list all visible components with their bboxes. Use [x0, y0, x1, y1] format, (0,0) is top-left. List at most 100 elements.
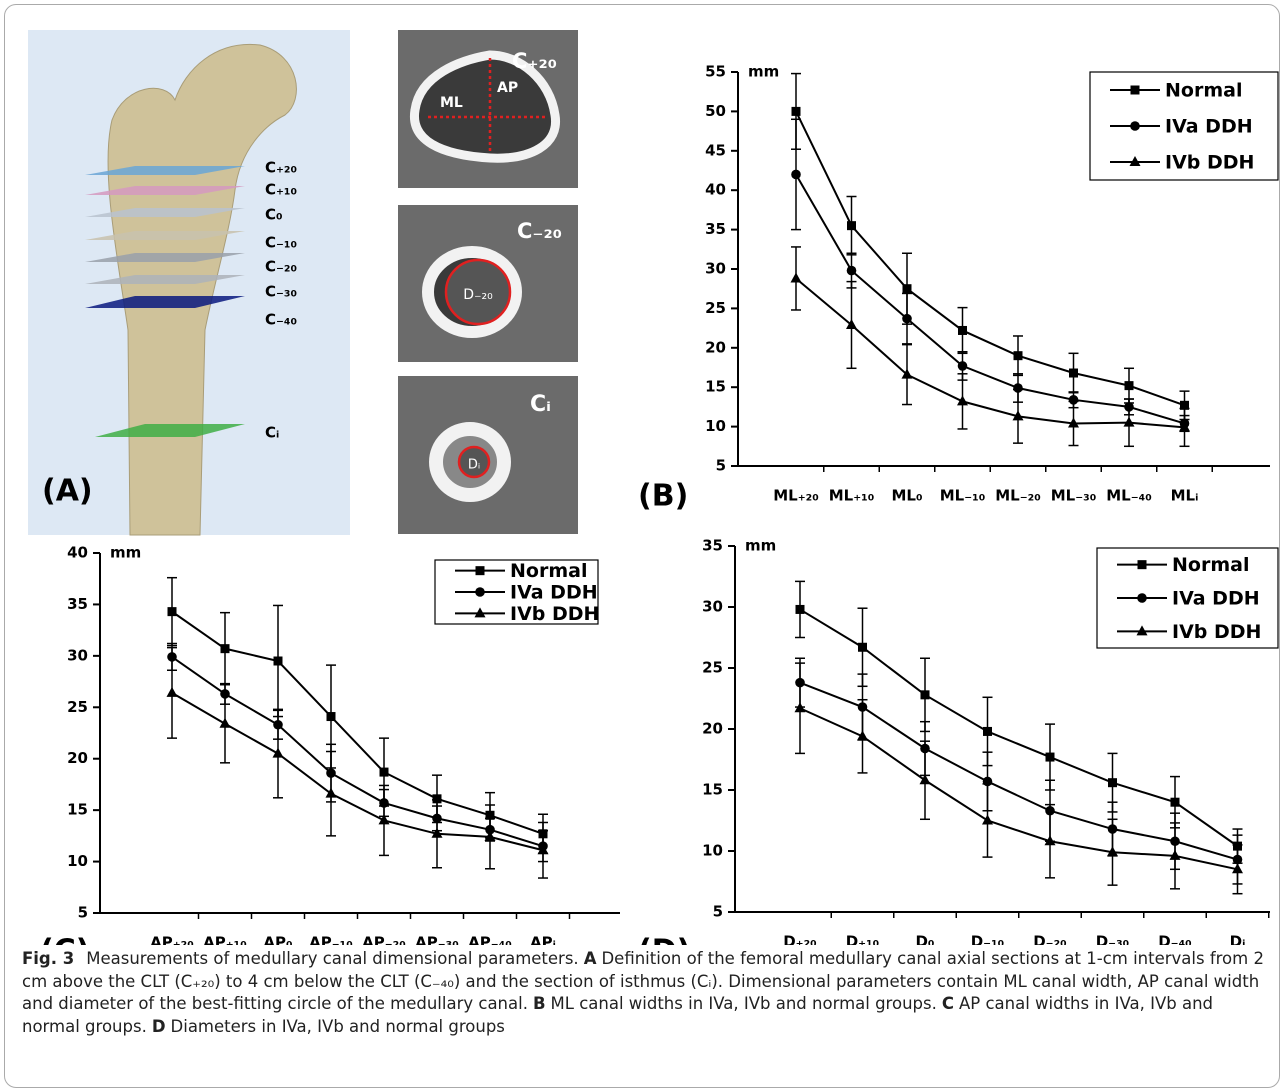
x-tick-label: ML₋₃₀: [1051, 487, 1097, 505]
ct-bone: [410, 50, 561, 163]
marker: [791, 106, 801, 116]
y-tick-label: 25: [705, 299, 726, 317]
legend-label: IVa DDH: [1165, 116, 1253, 138]
marker: [1170, 797, 1180, 807]
y-tick-label: 25: [67, 698, 88, 716]
figure: C₊₂₀ C₊₁₀ C₀ C₋₁₀ C₋₂₀ C₋₃₀ C₋₄₀ Cᵢ (A) ML AP C…: [28, 30, 1279, 946]
legend-label: IVa DDH: [510, 582, 598, 604]
marker: [1108, 778, 1117, 788]
y-tick-label: 30: [702, 598, 723, 616]
x-tick-label: AP₋₂₀: [362, 934, 406, 946]
marker: [431, 827, 443, 838]
marker: [957, 395, 968, 406]
caption-text: C: [941, 994, 954, 1013]
series: [794, 662, 1243, 895]
x-tick-label: D₊₁₀: [846, 933, 880, 946]
ct-section: Cᵢ: [530, 392, 551, 417]
series-line: [795, 173, 1185, 425]
y-tick-label: 25: [702, 659, 723, 677]
y-tick-label: 55: [705, 63, 726, 81]
y-tick-label: 35: [702, 537, 723, 555]
x-tick-label: Dᵢ: [1230, 933, 1246, 946]
x-tick-label: AP₋₁₀: [309, 934, 353, 946]
marker: [1045, 752, 1055, 762]
y-tick-label: 50: [705, 102, 726, 120]
y-tick-label: 5: [713, 903, 723, 921]
figure-frame: [4, 4, 1280, 1088]
marker: [902, 284, 912, 294]
x-tick-label: ML₋₂₀: [995, 487, 1041, 505]
y-tick-label: 10: [705, 417, 726, 435]
marker: [901, 368, 913, 379]
legend-label: IVb DDH: [1172, 621, 1261, 643]
marker: [919, 774, 931, 785]
caption-text: ML canal widths in IVa, IVb and normal g…: [550, 994, 937, 1013]
panel-label: (B): [638, 479, 688, 514]
marker: [1130, 121, 1140, 131]
plane-label: C₋₃₀: [265, 283, 297, 301]
ct-label: ML: [440, 95, 463, 111]
plane-label: C₋₂₀: [265, 258, 297, 276]
series: [795, 580, 1243, 864]
plane-label: C₊₂₀: [265, 159, 297, 177]
ct-label: AP: [497, 80, 518, 96]
marker: [1012, 410, 1024, 421]
marker: [1179, 421, 1190, 432]
panel-label: (C): [40, 934, 89, 946]
series: [167, 642, 548, 863]
marker: [326, 712, 336, 722]
legend-label: IVb DDH: [510, 603, 599, 625]
ct-section: C₋₂₀: [517, 219, 562, 243]
caption-text: Diameters in IVa, IVb and normal groups: [170, 1016, 505, 1036]
x-tick-label: D₋₄₀: [1158, 933, 1192, 946]
x-tick-label: ML₀: [891, 487, 922, 505]
marker: [474, 607, 486, 618]
plane-label: C₀: [265, 206, 283, 224]
marker: [847, 221, 856, 231]
plane-label: C₋₁₀: [265, 234, 297, 252]
marker: [1137, 560, 1147, 570]
caption-text: Definition of the femoral medullary cana…: [22, 949, 1264, 1013]
series-line: [795, 110, 1185, 407]
y-tick-label: 15: [702, 781, 723, 799]
series-line: [799, 608, 1239, 847]
marker: [273, 656, 283, 666]
series: [790, 246, 1190, 448]
y-tick-label: 10: [67, 852, 88, 870]
panel-label: (A): [42, 474, 93, 509]
marker: [166, 686, 178, 697]
series-line: [171, 656, 544, 848]
x-tick-label: ML₊₁₀: [829, 487, 875, 505]
marker: [484, 830, 496, 841]
marker: [475, 566, 485, 576]
marker: [272, 747, 284, 758]
marker: [378, 814, 390, 825]
caption: Fig. 3 Measurements of medullary canal di…: [22, 948, 1267, 1038]
marker: [475, 587, 485, 597]
ct-section: C₊₂₀: [512, 49, 557, 73]
x-tick-label: AP₋₄₀: [468, 934, 512, 946]
x-tick-label: D₊₂₀: [783, 933, 817, 946]
marker: [379, 767, 389, 777]
legend-label: Normal: [1172, 554, 1249, 576]
marker: [790, 272, 802, 283]
x-tick-label: AP₊₁₀: [203, 934, 247, 946]
marker: [858, 642, 867, 652]
marker: [958, 325, 967, 335]
y-tick-label: 10: [702, 842, 723, 860]
y-tick-label: 15: [67, 801, 88, 819]
marker: [1130, 85, 1140, 95]
legend-label: Normal: [510, 560, 587, 582]
x-tick-label: D₋₁₀: [971, 933, 1005, 946]
figure-label: Fig. 3: [22, 949, 75, 968]
y-tick-label: 30: [705, 260, 726, 278]
marker: [219, 717, 231, 728]
plane-label: C₊₁₀: [265, 181, 297, 199]
fit-circle: [444, 258, 512, 326]
legend-label: IVb DDH: [1165, 152, 1254, 174]
x-tick-label: ML₊₂₀: [773, 487, 819, 505]
x-tick-label: AP₀: [263, 934, 292, 946]
marker: [957, 361, 968, 371]
marker: [537, 844, 549, 855]
y-tick-label: 20: [702, 720, 723, 738]
